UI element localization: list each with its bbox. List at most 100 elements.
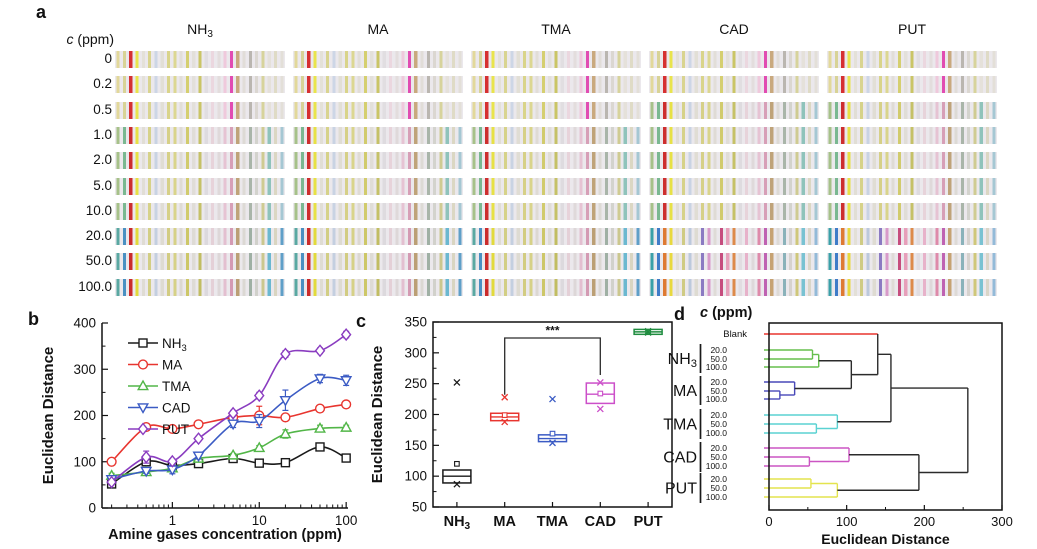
sensor-strip-PUT-20.0 — [827, 228, 997, 246]
svg-text:250: 250 — [404, 376, 427, 391]
dendro-group-label: PUT — [665, 481, 697, 498]
svg-text:PUT: PUT — [162, 422, 189, 437]
sensor-strip-MA-10.0 — [293, 202, 463, 220]
sensor-strip-CAD-10.0 — [649, 202, 819, 220]
dendrogram-links — [764, 333, 969, 498]
sensor-strip-CAD-5.0 — [649, 177, 819, 195]
box-CAD — [585, 378, 616, 413]
svg-text:100: 100 — [404, 469, 427, 484]
concentration-header: c (ppm) — [48, 31, 114, 47]
conc-header-unit: (ppm) — [73, 31, 114, 47]
gas-header-PUT: PUT — [898, 21, 926, 37]
row-label-0.5: 0.5 — [93, 101, 112, 117]
line-series-NH — [106, 442, 351, 489]
sensor-strip-TMA-2.0 — [471, 152, 641, 170]
sensor-strip-CAD-50.0 — [649, 253, 819, 271]
svg-text:150: 150 — [404, 438, 427, 453]
sensor-strip-NH3-1.0 — [115, 126, 285, 144]
sensor-strip-MA-0.5 — [293, 101, 463, 119]
sensor-strip-CAD-0 — [649, 51, 819, 68]
leaf-label: 20.0 — [710, 377, 727, 387]
box-PUT — [633, 327, 663, 336]
row-label-10.0: 10.0 — [85, 202, 112, 218]
sensor-strip-NH3-0.5 — [115, 101, 285, 119]
sensor-strip-PUT-0 — [827, 51, 997, 68]
sensor-strip-MA-1.0 — [293, 126, 463, 144]
svg-text:100: 100 — [836, 514, 858, 529]
dendro-group-label: NH3 — [668, 351, 697, 370]
sensor-strip-NH3-0 — [115, 51, 285, 68]
svg-text:100: 100 — [73, 454, 96, 469]
sensor-strip-MA-0 — [293, 51, 463, 68]
box-plot-euclidean-by-gas: 50 100 150 200 250 300 350 NH3 MA TMA CAD PUT *** Euc… — [369, 315, 673, 532]
leaf-label: 100.0 — [706, 461, 728, 471]
line-series-PUT — [106, 328, 352, 489]
sensor-strip-NH3-5.0 — [115, 177, 285, 195]
svg-text:200: 200 — [404, 407, 427, 422]
row-label-1.0: 1.0 — [93, 126, 112, 142]
svg-text:0: 0 — [88, 501, 96, 516]
sensor-strip-TMA-10.0 — [471, 202, 641, 220]
leaf-label: 20.0 — [710, 345, 727, 355]
sensor-strip-CAD-0.2 — [649, 76, 819, 94]
sensor-strip-TMA-20.0 — [471, 228, 641, 246]
sensor-strip-NH3-10.0 — [115, 202, 285, 220]
box-category-NH3: NH3 — [444, 514, 471, 532]
row-label-20.0: 20.0 — [85, 228, 112, 244]
sensor-strip-TMA-100.0 — [471, 278, 641, 296]
sensor-strip-PUT-1.0 — [827, 126, 997, 144]
box-MA — [489, 393, 520, 426]
sensor-strip-TMA-5.0 — [471, 177, 641, 195]
svg-text:0: 0 — [765, 514, 772, 529]
leaf-label-blank: Blank — [723, 329, 747, 340]
dendro-title: c (ppm) — [700, 305, 753, 321]
sensor-strip-MA-50.0 — [293, 253, 463, 271]
row-label-5.0: 5.0 — [93, 177, 112, 193]
svg-text:TMA: TMA — [162, 379, 191, 394]
dendro-group-label: MA — [673, 383, 697, 400]
conc-header-italic-c: c — [66, 31, 74, 47]
sensor-strip-CAD-2.0 — [649, 152, 819, 170]
legend-item-CAD: CAD — [128, 400, 191, 415]
box-NH3 — [442, 378, 472, 488]
sensor-strip-NH3-100.0 — [115, 278, 285, 296]
sensor-strip-MA-0.2 — [293, 76, 463, 94]
sensor-strip-MA-100.0 — [293, 278, 463, 296]
box-category-PUT: PUT — [634, 514, 663, 530]
sensor-strip-MA-2.0 — [293, 152, 463, 170]
dendro-group-label: CAD — [663, 450, 697, 467]
sensor-strip-PUT-5.0 — [827, 177, 997, 195]
sensor-strip-MA-20.0 — [293, 228, 463, 246]
sensor-strip-MA-5.0 — [293, 177, 463, 195]
sensor-strip-PUT-10.0 — [827, 202, 997, 220]
legend-item-NH: NH3 — [128, 336, 187, 354]
panel-b-label: b — [28, 309, 39, 329]
sensor-strip-NH3-0.2 — [115, 76, 285, 94]
sensor-strip-TMA-1.0 — [471, 126, 641, 144]
svg-text:300: 300 — [73, 362, 96, 377]
svg-text:300: 300 — [404, 345, 427, 360]
row-label-0.2: 0.2 — [93, 76, 112, 92]
significance-bracket: *** — [504, 323, 601, 395]
sensor-strip-NH3-20.0 — [115, 228, 285, 246]
box-category-TMA: TMA — [537, 514, 569, 530]
box-category-CAD: CAD — [585, 514, 616, 530]
box-TMA — [537, 395, 568, 447]
dendro-group-label: TMA — [663, 417, 697, 434]
svg-text:1: 1 — [169, 513, 177, 528]
sensor-strip-TMA-0 — [471, 51, 641, 68]
line-series-CAD — [105, 373, 353, 486]
leaf-label: 100.0 — [706, 428, 728, 438]
leaf-label: 100.0 — [706, 492, 728, 502]
svg-text:200: 200 — [73, 408, 96, 423]
gas-header-MA: MA — [367, 21, 389, 37]
leaf-label: 20.0 — [710, 410, 727, 420]
sensor-strip-NH3-50.0 — [115, 253, 285, 271]
significance-stars: *** — [545, 323, 559, 337]
leaf-label: 50.0 — [710, 419, 727, 429]
sensor-strip-TMA-50.0 — [471, 253, 641, 271]
row-label-100.0: 100.0 — [78, 278, 112, 294]
row-label-2.0: 2.0 — [93, 152, 112, 168]
